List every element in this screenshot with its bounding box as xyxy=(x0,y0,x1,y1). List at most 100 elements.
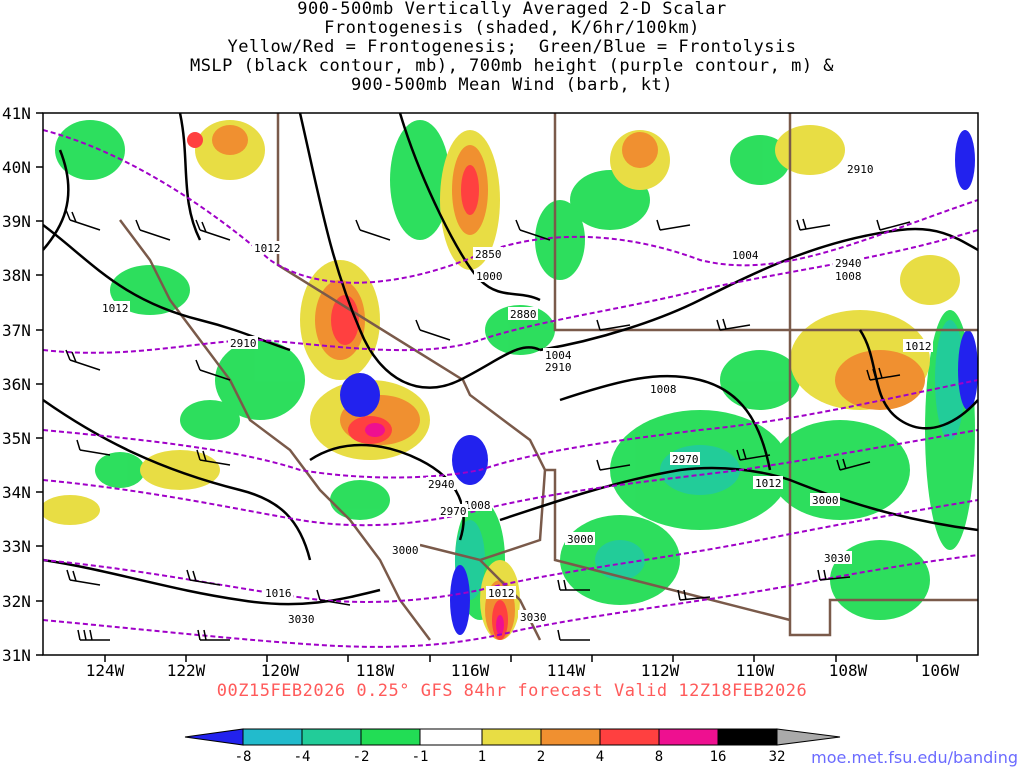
colorbar-label: -4 xyxy=(294,749,311,765)
colorbar-label: 4 xyxy=(596,749,604,765)
forecast-valid-label: 00Z15FEB2026 0.25° GFS 84hr forecast Val… xyxy=(216,681,808,701)
mslp-label: 1016 xyxy=(263,586,293,600)
colorbar: -8 -4 -2 -1 1 2 4 8 16 32 xyxy=(184,728,841,765)
mslp-label: 1012 xyxy=(753,476,783,490)
height-label: 2910 xyxy=(543,360,573,374)
title-line-2: Frontogenesis (shaded, K/6hr/100km) xyxy=(324,18,700,38)
lat-label: 41N xyxy=(2,104,31,123)
lon-label: 112W xyxy=(641,661,680,680)
lat-label: 38N xyxy=(2,266,31,285)
mslp-label: 1012 xyxy=(486,586,516,600)
mslp-label: 1012 xyxy=(903,339,933,353)
colorbar-label: 1 xyxy=(478,749,486,765)
lat-label: 40N xyxy=(2,158,31,177)
colorbar-swatch xyxy=(540,728,601,746)
height-label: 2970 xyxy=(438,504,468,518)
height-label: 2970 xyxy=(670,452,700,466)
svg-text:2910: 2910 xyxy=(545,361,572,374)
colorbar-swatch xyxy=(658,728,719,746)
height-label: 3000 xyxy=(810,493,840,507)
svg-text:3030: 3030 xyxy=(288,613,315,626)
svg-text:2910: 2910 xyxy=(230,337,257,350)
svg-text:1012: 1012 xyxy=(905,340,932,353)
colorbar-swatch xyxy=(301,728,362,746)
svg-text:2970: 2970 xyxy=(440,505,467,518)
svg-text:2940: 2940 xyxy=(835,257,862,270)
svg-text:2940: 2940 xyxy=(428,478,455,491)
mslp-label: 1008 xyxy=(833,269,863,283)
svg-text:1012: 1012 xyxy=(102,302,129,315)
height-label: 2880 xyxy=(508,307,538,321)
lat-label: 36N xyxy=(2,375,31,394)
svg-text:2910: 2910 xyxy=(847,163,874,176)
lon-label: 110W xyxy=(736,661,775,680)
svg-text:1012: 1012 xyxy=(488,587,515,600)
colorbar-swatch xyxy=(242,728,303,746)
lon-label: 108W xyxy=(829,661,868,680)
lon-label: 114W xyxy=(547,661,586,680)
height-label: 3030 xyxy=(286,612,316,626)
lat-label: 35N xyxy=(2,429,31,448)
contour-labels: 1012 1012 1000 1004 1004 1008 1008 1012 … xyxy=(100,162,933,626)
title-line-5: 900-500mb Mean Wind (barb, kt) xyxy=(350,75,674,95)
colorbar-label: -8 xyxy=(235,749,252,765)
colorbar-swatch xyxy=(360,728,421,746)
lat-label: 33N xyxy=(2,537,31,556)
title-line-1: 900-500mb Vertically Averaged 2-D Scalar xyxy=(297,0,727,19)
state-borders xyxy=(119,113,978,641)
longitude-axis: 124W 122W 120W 118W 116W 114W 112W 110W … xyxy=(86,661,960,680)
colorbar-swatch xyxy=(599,728,660,746)
height-label: 3000 xyxy=(565,532,595,546)
colorbar-swatch xyxy=(776,728,841,746)
mslp-label: 1012 xyxy=(100,301,130,315)
mslp-label: 1004 xyxy=(543,348,573,362)
colorbar-label: -1 xyxy=(412,749,429,765)
svg-text:3030: 3030 xyxy=(520,611,547,624)
colorbar-label: 2 xyxy=(537,749,545,765)
colorbar-label: -2 xyxy=(353,749,370,765)
title-line-3: Yellow/Red = Frontogenesis; Green/Blue =… xyxy=(227,37,797,57)
svg-text:3000: 3000 xyxy=(392,544,419,557)
height-label: 2910 xyxy=(228,336,258,350)
source-credit: moe.met.fsu.edu/banding xyxy=(811,748,1018,767)
svg-text:1004: 1004 xyxy=(732,249,759,262)
lat-label: 39N xyxy=(2,212,31,231)
lat-label: 31N xyxy=(2,646,31,665)
lat-label: 34N xyxy=(2,483,31,502)
lon-label: 106W xyxy=(921,661,960,680)
svg-text:1000: 1000 xyxy=(476,270,503,283)
mslp-label: 1012 xyxy=(252,241,282,255)
mslp-label: 1000 xyxy=(474,269,504,283)
height-label: 2940 xyxy=(426,477,456,491)
svg-text:1008: 1008 xyxy=(835,270,862,283)
colorbar-swatch xyxy=(717,728,778,746)
lon-label: 120W xyxy=(261,661,300,680)
lat-label: 32N xyxy=(2,592,31,611)
colorbar-swatch xyxy=(419,728,483,746)
svg-text:3000: 3000 xyxy=(567,533,594,546)
svg-text:1004: 1004 xyxy=(545,349,572,362)
lon-label: 118W xyxy=(356,661,395,680)
height-label: 3030 xyxy=(822,551,852,565)
lat-label: 37N xyxy=(2,321,31,340)
svg-text:1008: 1008 xyxy=(650,383,677,396)
mslp-label: 1008 xyxy=(462,498,492,512)
svg-text:3030: 3030 xyxy=(824,552,851,565)
lon-label: 122W xyxy=(167,661,206,680)
svg-text:1012: 1012 xyxy=(755,477,782,490)
svg-text:2880: 2880 xyxy=(510,308,537,321)
svg-text:3000: 3000 xyxy=(812,494,839,507)
height-label: 3000 xyxy=(390,543,420,557)
colorbar-label: 8 xyxy=(655,749,663,765)
frontogenesis-shading: 1012 1012 1000 1004 1004 1008 1008 1012 … xyxy=(43,113,978,648)
colorbar-swatch xyxy=(481,728,542,746)
svg-text:2970: 2970 xyxy=(672,453,699,466)
svg-text:1016: 1016 xyxy=(265,587,292,600)
lon-label: 124W xyxy=(86,661,125,680)
svg-text:1008: 1008 xyxy=(464,499,491,512)
wind-barbs xyxy=(65,209,911,641)
height-label: 2910 xyxy=(845,162,875,176)
colorbar-label: 32 xyxy=(769,749,786,765)
title-line-4: MSLP (black contour, mb), 700mb height (… xyxy=(189,56,835,76)
